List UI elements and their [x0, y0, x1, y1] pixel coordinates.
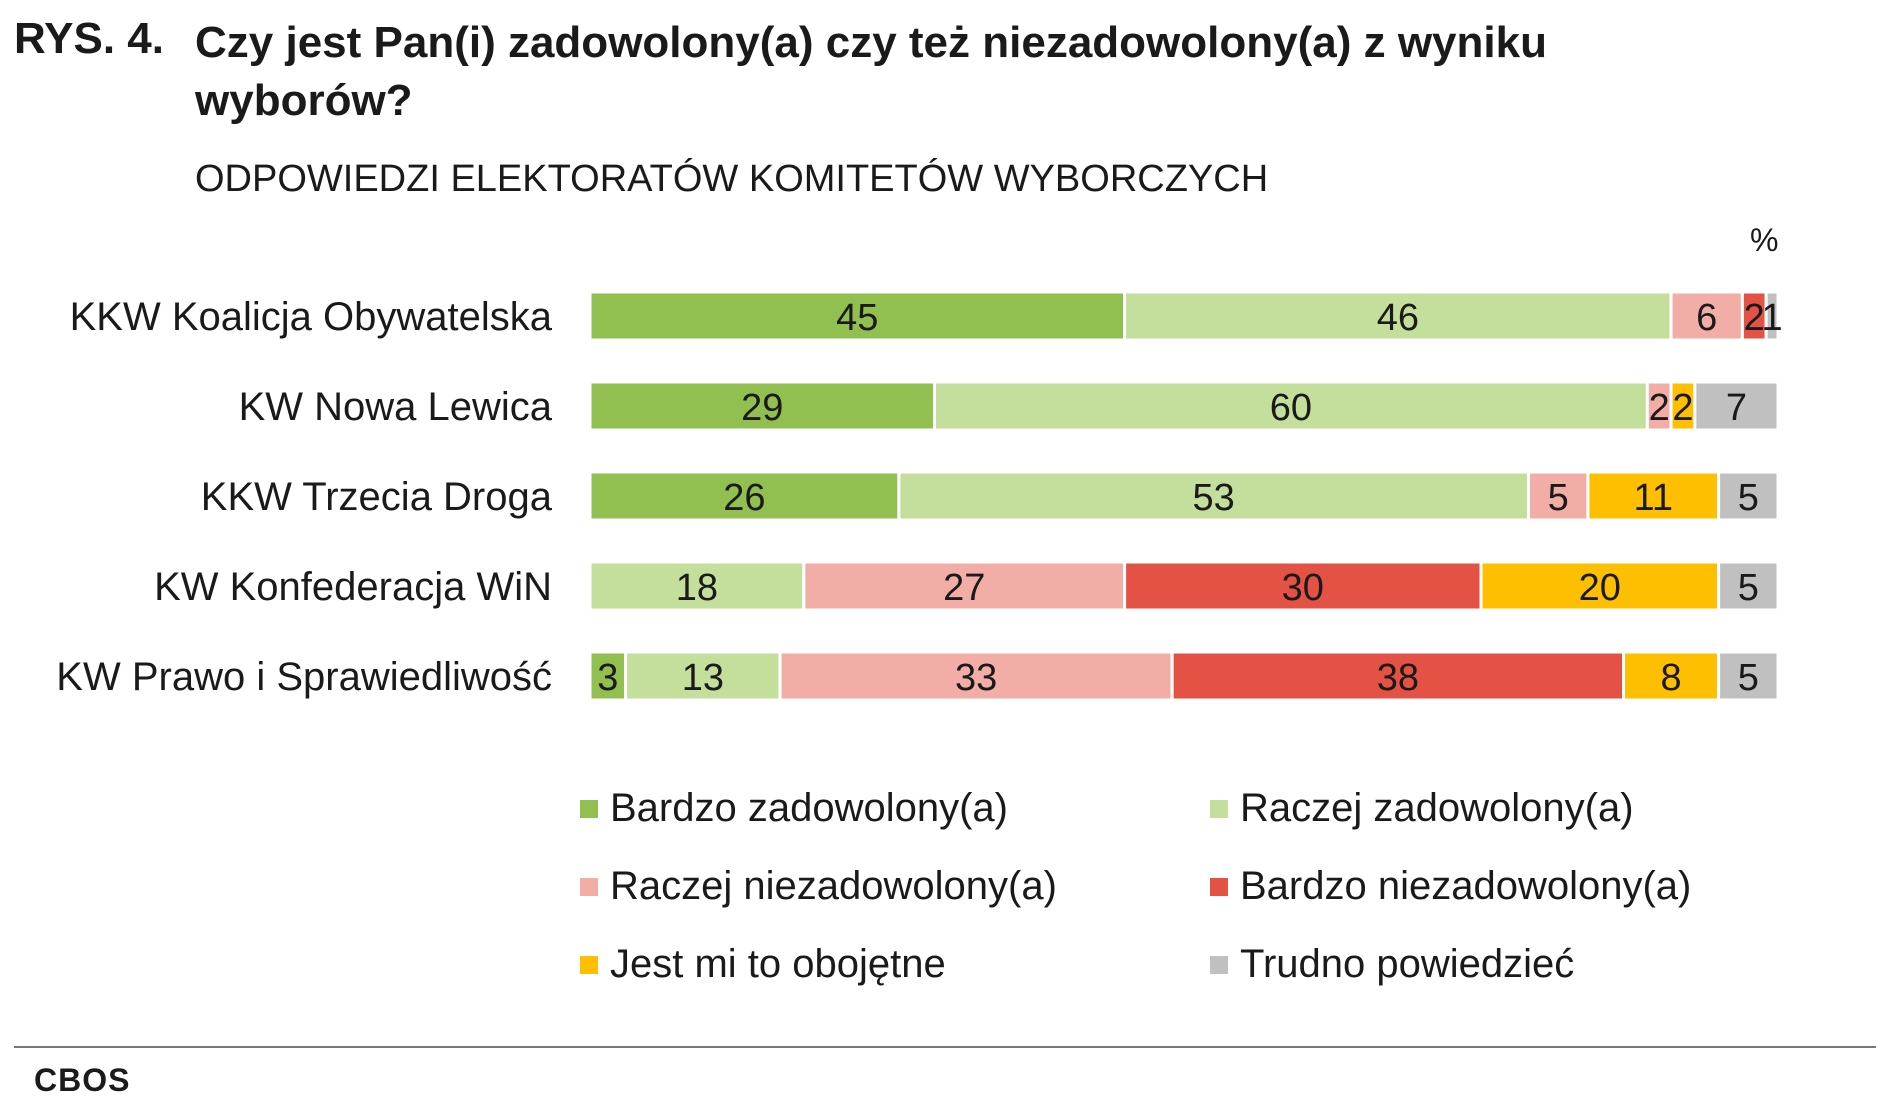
bar-value-label: 2: [1744, 297, 1765, 339]
legend-item: Raczej niezadowolony(a): [580, 864, 1057, 909]
bar-value-label: 18: [676, 567, 718, 609]
legend-item: Trudno powiedzieć: [1210, 942, 1574, 987]
legend-swatch: [580, 877, 598, 896]
bar-value-label: 27: [943, 567, 985, 609]
legend-item: Jest mi to obojętne: [580, 942, 946, 987]
bar-segment: [588, 290, 1127, 342]
bar-value-label: 53: [1193, 477, 1235, 519]
bar-value-label: 1: [1761, 297, 1782, 339]
bar-value-label: 5: [1548, 477, 1569, 519]
bar-value-label: 45: [836, 297, 878, 339]
source-label: CBOS: [34, 1062, 131, 1098]
bar-value-label: 13: [682, 657, 724, 699]
bar-value-label: 29: [741, 387, 783, 429]
legend-swatch: [1210, 877, 1228, 896]
legend-label: Raczej zadowolony(a): [1240, 786, 1634, 830]
legend-label: Jest mi to obojętne: [610, 942, 946, 986]
bar-value-label: 8: [1661, 657, 1682, 699]
bar-segment: [802, 560, 1127, 612]
figure-label: RYS. 4.: [14, 14, 164, 63]
bar-segment: [1479, 560, 1721, 612]
bar-segment: [1764, 290, 1780, 342]
legend-label: Bardzo zadowolony(a): [610, 786, 1008, 830]
chart-title: Czy jest Pan(i) zadowolony(a) czy też ni…: [195, 18, 1547, 125]
bar-segment: [1717, 650, 1780, 702]
bar-value-label: 5: [1738, 567, 1759, 609]
legend-label: Raczej niezadowolony(a): [610, 864, 1057, 908]
legend-item: Bardzo zadowolony(a): [580, 786, 1008, 831]
category-label: KW Nowa Lewica: [239, 385, 553, 429]
legend-label: Trudno powiedzieć: [1240, 942, 1575, 986]
bar-segment: [1717, 470, 1780, 522]
bar-value-label: 2: [1649, 387, 1670, 429]
bar-segment: [588, 560, 806, 612]
category-label: KW Konfederacja WiN: [154, 565, 552, 609]
bar-value-label: 11: [1634, 477, 1673, 519]
bar-value-label: 3: [597, 657, 618, 699]
bar-segment: [588, 470, 901, 522]
bar-value-label: 26: [723, 477, 765, 519]
bar-value-label: 20: [1579, 567, 1621, 609]
bar-value-label: 2: [1672, 387, 1693, 429]
unit-label: %: [1750, 222, 1779, 258]
bar-value-label: 30: [1282, 567, 1324, 609]
bar-value-label: 6: [1696, 297, 1717, 339]
bar-value-label: 33: [955, 657, 997, 699]
category-label: KKW Trzecia Droga: [201, 475, 553, 519]
bar-segment: [1170, 650, 1626, 702]
legend-item: Raczej zadowolony(a): [1210, 786, 1634, 831]
legend-swatch: [580, 955, 598, 974]
legend-item: Bardzo niezadowolony(a): [1210, 864, 1691, 909]
category-label: KW Prawo i Sprawiedliwość: [56, 655, 552, 699]
chart-subtitle: ODPOWIEDZI ELEKTORATÓW KOMITETÓW WYBORCZ…: [195, 158, 1269, 200]
footer-divider: [14, 1046, 1876, 1048]
legend-swatch: [1210, 955, 1228, 974]
legend-swatch: [580, 799, 598, 818]
bar-segment: [1717, 560, 1780, 612]
legend-label: Bardzo niezadowolony(a): [1240, 864, 1692, 908]
bar-value-label: 38: [1377, 657, 1419, 699]
bar-value-label: 7: [1726, 387, 1747, 429]
bar-segment: [1693, 380, 1780, 432]
bar-segment: [1586, 470, 1721, 522]
bar-value-label: 5: [1738, 657, 1759, 699]
bar-value-label: 60: [1270, 387, 1312, 429]
legend-swatch: [1210, 799, 1228, 818]
bar-segment: [1669, 290, 1744, 342]
bar-segment: [1123, 560, 1483, 612]
category-label: KKW Koalicja Obywatelska: [70, 295, 553, 339]
bar-value-label: 5: [1738, 477, 1759, 519]
bar-segment: [1622, 650, 1721, 702]
bar-value-label: 46: [1377, 297, 1419, 339]
